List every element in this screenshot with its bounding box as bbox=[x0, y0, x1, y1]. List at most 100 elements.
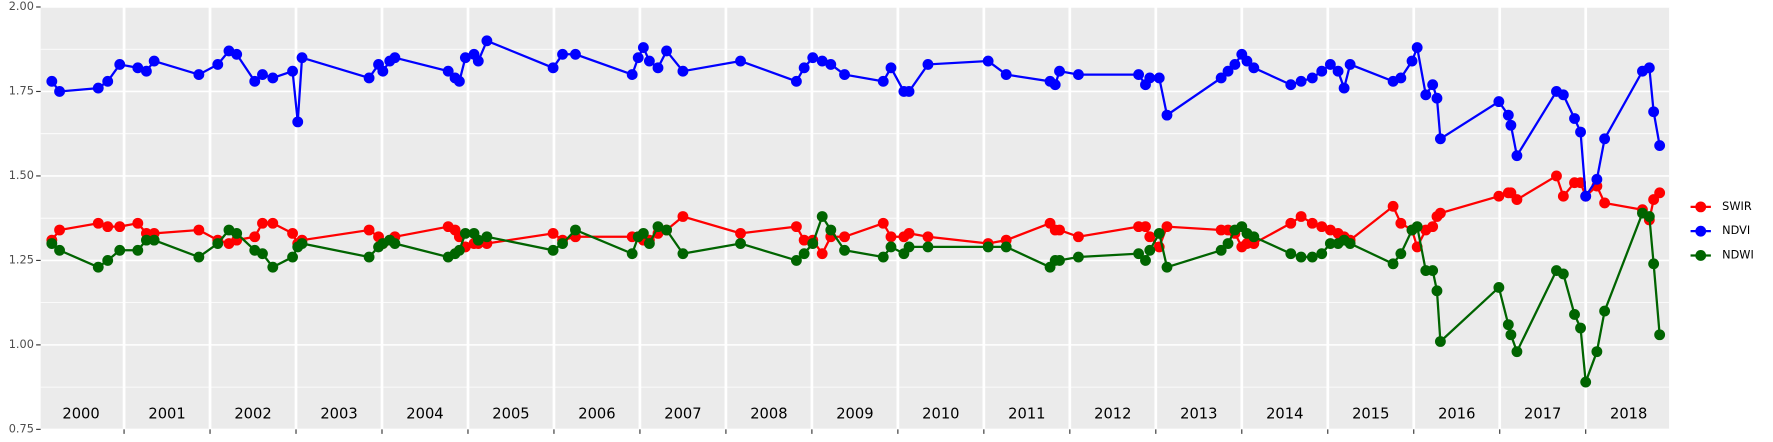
point bbox=[1395, 217, 1407, 229]
point bbox=[1580, 190, 1592, 202]
point bbox=[389, 52, 401, 64]
point bbox=[1140, 221, 1151, 233]
point bbox=[839, 244, 850, 256]
point bbox=[903, 241, 915, 253]
point bbox=[114, 221, 126, 233]
point bbox=[132, 217, 144, 229]
point bbox=[1306, 72, 1318, 84]
point bbox=[1054, 65, 1065, 77]
point bbox=[54, 244, 65, 256]
point bbox=[1569, 309, 1580, 320]
year-label: 2006 bbox=[578, 406, 615, 423]
point bbox=[249, 75, 261, 87]
point bbox=[54, 224, 65, 236]
point bbox=[557, 238, 568, 249]
point bbox=[677, 248, 689, 260]
point bbox=[798, 62, 810, 74]
point bbox=[54, 86, 65, 97]
point bbox=[472, 55, 484, 67]
year-label: 2000 bbox=[62, 406, 99, 423]
point bbox=[1511, 194, 1523, 206]
point bbox=[1575, 177, 1586, 189]
point bbox=[296, 238, 308, 249]
point bbox=[249, 231, 261, 243]
point bbox=[257, 69, 268, 80]
year-label: 2014 bbox=[1266, 406, 1303, 423]
point bbox=[877, 75, 889, 87]
point bbox=[481, 231, 493, 243]
point bbox=[547, 62, 559, 74]
point bbox=[877, 217, 889, 229]
point bbox=[1569, 113, 1580, 124]
point bbox=[46, 238, 58, 249]
point bbox=[903, 86, 915, 97]
point bbox=[652, 62, 664, 74]
point bbox=[453, 244, 465, 256]
point bbox=[547, 227, 559, 239]
point bbox=[735, 55, 746, 67]
point bbox=[637, 227, 649, 239]
point bbox=[1575, 322, 1586, 334]
point bbox=[132, 244, 144, 256]
y-tick-label: 1.25 bbox=[9, 253, 34, 266]
point bbox=[1427, 79, 1439, 91]
point bbox=[1295, 211, 1307, 222]
point bbox=[92, 217, 104, 229]
point bbox=[1140, 254, 1151, 266]
point bbox=[1387, 258, 1399, 270]
point bbox=[839, 231, 850, 243]
point bbox=[1222, 65, 1234, 77]
year-label: 2002 bbox=[234, 406, 271, 423]
point bbox=[1073, 69, 1084, 80]
year-label: 2018 bbox=[1610, 406, 1647, 423]
point bbox=[1215, 72, 1227, 84]
point bbox=[1054, 254, 1065, 266]
point bbox=[267, 261, 279, 273]
point bbox=[377, 65, 389, 77]
point bbox=[1144, 231, 1156, 243]
point bbox=[1324, 238, 1336, 249]
year-label: 2015 bbox=[1352, 406, 1389, 423]
point bbox=[1431, 92, 1443, 104]
point bbox=[459, 227, 471, 239]
point bbox=[114, 244, 126, 256]
point bbox=[839, 69, 850, 80]
point bbox=[1434, 336, 1446, 347]
point bbox=[287, 65, 298, 77]
point bbox=[982, 241, 994, 253]
point bbox=[1511, 346, 1523, 358]
point bbox=[1557, 89, 1569, 101]
point bbox=[1295, 251, 1307, 263]
point bbox=[292, 116, 304, 128]
year-label: 2008 bbox=[750, 406, 787, 423]
series bbox=[46, 35, 1666, 202]
point bbox=[212, 238, 224, 249]
point bbox=[735, 238, 746, 249]
year-label: 2016 bbox=[1438, 406, 1475, 423]
point bbox=[1427, 221, 1439, 233]
point bbox=[735, 227, 746, 239]
point bbox=[267, 72, 279, 84]
point bbox=[212, 59, 224, 70]
point bbox=[816, 248, 828, 260]
point bbox=[481, 35, 493, 47]
point bbox=[1344, 59, 1356, 70]
point bbox=[626, 69, 638, 80]
y-tick-label: 1.00 bbox=[9, 338, 34, 351]
point bbox=[557, 48, 568, 60]
point bbox=[643, 55, 655, 67]
point bbox=[798, 248, 810, 260]
y-tick-label: 1.50 bbox=[9, 169, 34, 182]
year-label: 2011 bbox=[1008, 406, 1045, 423]
point bbox=[193, 251, 205, 263]
point bbox=[442, 65, 454, 77]
point bbox=[1648, 106, 1660, 118]
point bbox=[296, 52, 308, 64]
point bbox=[825, 59, 837, 70]
point bbox=[363, 224, 375, 236]
point bbox=[363, 72, 375, 84]
point bbox=[1153, 72, 1165, 84]
point bbox=[102, 75, 114, 87]
point bbox=[885, 62, 897, 74]
